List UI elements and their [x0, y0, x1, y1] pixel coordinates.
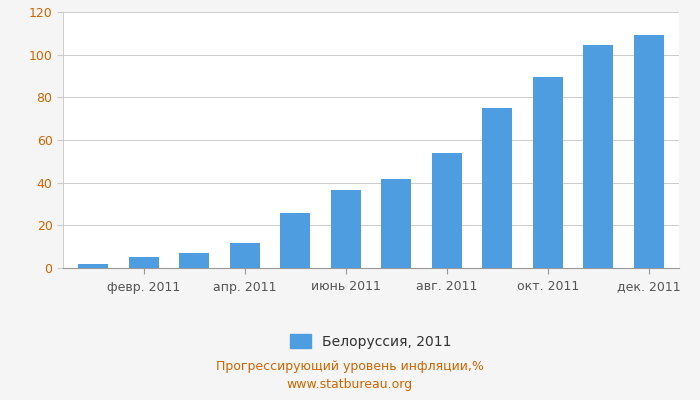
- Bar: [129, 257, 159, 268]
- Text: Прогрессирующий уровень инфляции,%: Прогрессирующий уровень инфляции,%: [216, 360, 484, 373]
- Bar: [230, 244, 260, 268]
- Legend: Белоруссия, 2011: Белоруссия, 2011: [285, 329, 457, 355]
- Bar: [583, 45, 613, 268]
- Bar: [179, 253, 209, 268]
- Bar: [533, 77, 563, 268]
- Bar: [78, 264, 108, 268]
- Bar: [330, 190, 361, 268]
- Bar: [432, 153, 462, 268]
- Bar: [482, 108, 512, 268]
- Bar: [280, 212, 310, 268]
- Bar: [634, 36, 664, 268]
- Text: www.statbureau.org: www.statbureau.org: [287, 378, 413, 391]
- Bar: [381, 180, 412, 268]
